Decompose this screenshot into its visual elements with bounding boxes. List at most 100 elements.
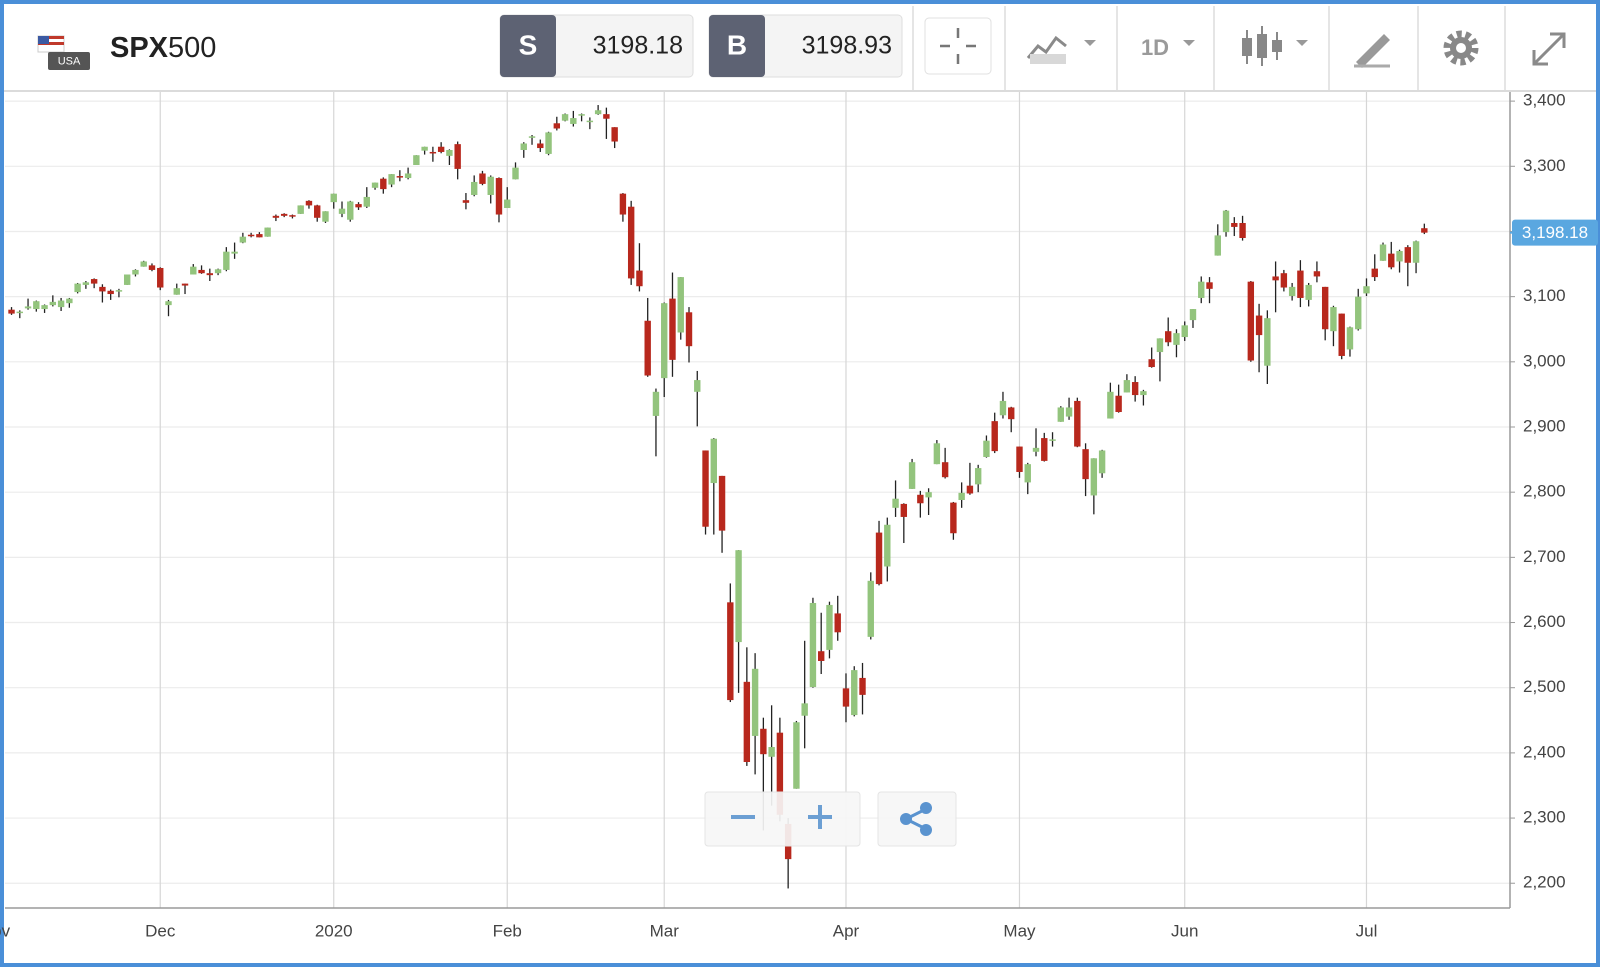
candle-body: [1222, 210, 1230, 233]
candle-body: [851, 670, 858, 716]
candle-body: [933, 443, 941, 465]
candle-body: [694, 380, 701, 392]
candle-body: [264, 227, 271, 237]
draw-button[interactable]: [1354, 34, 1390, 68]
chart-area: 2,200 2,300 2,400 2,500 2,600 2,700 2,800 2,900…: [0, 91, 1598, 940]
x-tick-label: Mar: [650, 921, 680, 940]
candle-body: [983, 440, 990, 457]
candle-body: [429, 151, 437, 154]
candle-body: [636, 270, 643, 287]
candle-body: [603, 114, 610, 119]
buy-price: 3198.93: [802, 32, 892, 60]
candle-body: [991, 421, 998, 452]
candle-body: [528, 136, 536, 138]
candle-body: [74, 283, 81, 293]
candle-body: [421, 146, 428, 151]
candle-body: [859, 677, 866, 695]
candle-body: [355, 204, 362, 208]
settings-button[interactable]: [1443, 30, 1479, 66]
candle-body: [594, 110, 602, 115]
y-tick-label: 2,300: [1523, 808, 1566, 827]
sell-button[interactable]: S 3198.18: [499, 14, 694, 78]
candle-body: [1355, 296, 1362, 330]
candle-body: [1330, 307, 1337, 332]
flag-icon: USA: [37, 35, 90, 70]
candle-body: [718, 475, 726, 531]
instrument-name[interactable]: SPX500: [110, 32, 216, 64]
candle-body: [24, 306, 32, 309]
candle-body: [925, 492, 932, 498]
candle-body: [677, 277, 684, 333]
candle-body: [1189, 309, 1197, 321]
candle-body: [190, 266, 197, 275]
candle-body: [743, 681, 751, 763]
candle-body: [165, 301, 172, 306]
crosshair-button[interactable]: [924, 17, 992, 75]
candle-body: [842, 688, 850, 707]
candle-body: [1082, 449, 1089, 480]
candle-body: [239, 236, 247, 243]
candle-body: [256, 234, 263, 238]
candle-body: [99, 286, 106, 292]
candle-body: [586, 120, 594, 123]
flag-text: USA: [58, 55, 81, 67]
candle-body: [1421, 228, 1428, 233]
x-tick-label: Jul: [1356, 921, 1378, 940]
candle-body: [760, 728, 767, 755]
candle-body: [900, 503, 908, 517]
candle-body: [1107, 391, 1114, 419]
candle-style-button[interactable]: [1242, 26, 1308, 66]
candle-body: [231, 251, 238, 254]
candle-body: [1098, 450, 1106, 474]
candle-body: [495, 178, 503, 215]
candle-body: [818, 651, 825, 661]
y-tick-label: 2,200: [1523, 873, 1566, 892]
toolbar: USA SPX500 S 3198.18 B 3198.93 1D: [4, 4, 1596, 92]
last-price-label: 3,198.18: [1522, 223, 1588, 242]
candle-body: [504, 199, 511, 209]
candle-body: [123, 274, 131, 285]
candle-body: [404, 173, 412, 179]
candle-body: [297, 205, 304, 214]
timeframe-button[interactable]: 1D: [1141, 35, 1195, 60]
candle-body: [1115, 395, 1122, 413]
zoom-in-button[interactable]: [808, 805, 832, 829]
candle-body: [867, 580, 874, 637]
timeframe-label: 1D: [1141, 35, 1169, 60]
candle-body: [570, 118, 577, 124]
candle-body: [247, 234, 255, 237]
sell-price: 3198.18: [593, 32, 683, 60]
candle-body: [974, 468, 982, 485]
fullscreen-button[interactable]: [1532, 32, 1566, 66]
candle-body: [685, 312, 693, 347]
candle-body: [1239, 223, 1246, 238]
candle-body: [446, 150, 453, 156]
candle-body: [966, 485, 974, 494]
candle-body: [41, 305, 48, 310]
candle-body: [82, 282, 90, 285]
candle-body: [611, 127, 618, 142]
candle-body: [140, 261, 147, 267]
candle-body: [322, 211, 329, 222]
candle-body: [1280, 273, 1288, 288]
candle-body: [1065, 407, 1073, 417]
candle-body: [1313, 271, 1321, 277]
candle-body: [1131, 382, 1139, 396]
candle-body: [462, 200, 470, 203]
buy-button[interactable]: B 3198.93: [708, 14, 903, 78]
y-tick-label: 2,500: [1523, 677, 1566, 696]
share-button[interactable]: [877, 791, 957, 847]
candle-body: [1173, 333, 1180, 345]
candle-body: [1264, 318, 1271, 366]
candle-body: [1396, 251, 1403, 262]
candle-body: [702, 450, 709, 527]
candle-body: [1412, 241, 1420, 263]
candle-body: [661, 303, 668, 379]
y-tick-label: 2,700: [1523, 547, 1566, 566]
candle-body: [950, 502, 957, 534]
candle-body: [1231, 223, 1238, 227]
candle-body: [1024, 464, 1031, 483]
chart-type-button[interactable]: [1026, 35, 1096, 64]
candle-body: [1214, 235, 1221, 256]
y-tick-label: 3,100: [1523, 286, 1566, 305]
